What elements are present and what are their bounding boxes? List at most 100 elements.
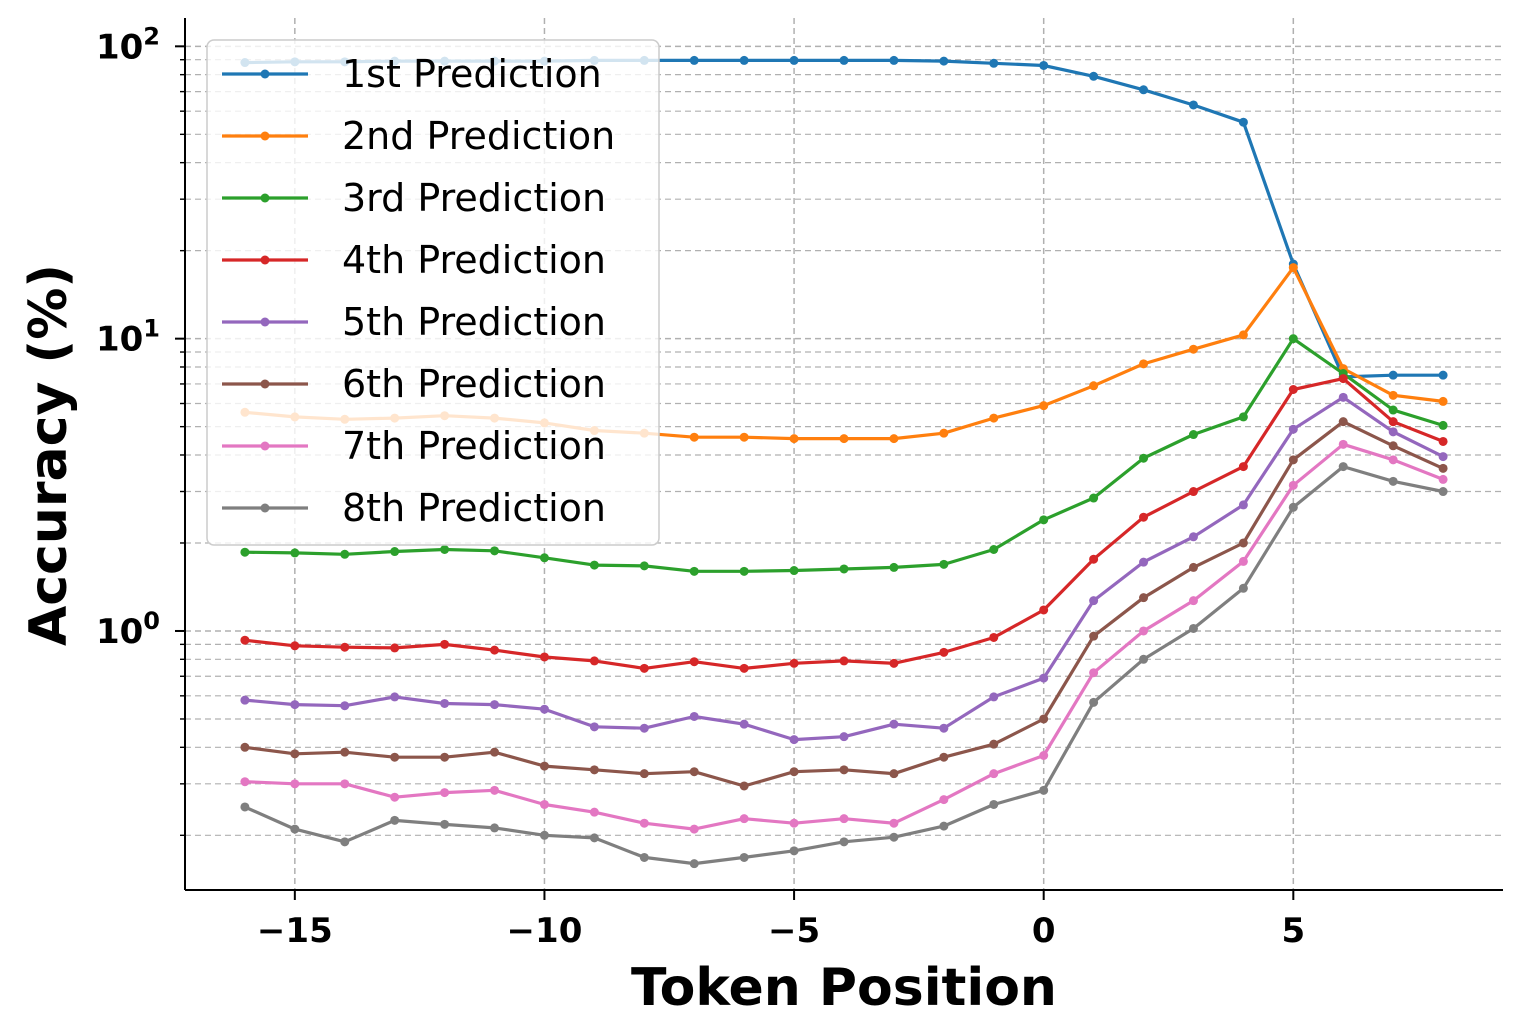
data-point (689, 657, 699, 667)
data-point (1288, 502, 1298, 512)
data-point (1039, 401, 1049, 411)
data-point (539, 761, 549, 771)
data-point (1438, 487, 1448, 497)
data-point (789, 434, 799, 444)
data-point (340, 549, 350, 559)
data-point (1388, 405, 1398, 415)
data-point (340, 747, 350, 757)
data-point (1238, 583, 1248, 593)
data-point (1438, 463, 1448, 473)
data-point (989, 632, 999, 642)
data-point (1338, 417, 1348, 427)
data-point (390, 752, 400, 762)
data-point (989, 544, 999, 554)
data-point (639, 852, 649, 862)
data-point (440, 819, 450, 829)
data-point (1139, 359, 1149, 369)
x-axis-title: Token Position (631, 958, 1057, 1018)
data-point (1388, 370, 1398, 380)
data-point (1039, 605, 1049, 615)
legend-entry: 5th Prediction (222, 300, 606, 344)
data-point (789, 767, 799, 777)
data-point (1089, 631, 1099, 641)
data-point (589, 765, 599, 775)
y-tick-label: 102 (96, 22, 160, 67)
data-point (839, 814, 849, 824)
data-point (1139, 453, 1149, 463)
data-point (639, 769, 649, 779)
data-point (939, 752, 949, 762)
legend-box (206, 39, 660, 546)
data-point (789, 566, 799, 576)
data-point (1139, 626, 1149, 636)
data-point (490, 700, 500, 710)
data-point (1139, 512, 1149, 522)
legend-marker (260, 503, 270, 513)
data-point (589, 560, 599, 570)
data-point (739, 566, 749, 576)
data-point (340, 642, 350, 652)
legend-label: 7th Prediction (342, 424, 606, 468)
x-tick-label: −10 (507, 911, 583, 951)
data-point (989, 769, 999, 779)
data-point (340, 701, 350, 711)
data-point (1288, 334, 1298, 344)
data-point (539, 553, 549, 563)
data-point (1388, 455, 1398, 465)
data-point (839, 55, 849, 65)
data-point (1238, 330, 1248, 340)
data-point (390, 692, 400, 702)
data-point (1039, 714, 1049, 724)
data-point (789, 658, 799, 668)
data-point (839, 656, 849, 666)
data-point (1288, 424, 1298, 434)
y-tick-label: 101 (96, 315, 160, 360)
data-point (1338, 374, 1348, 384)
data-point (789, 735, 799, 745)
data-point (1288, 263, 1298, 273)
data-point (839, 732, 849, 742)
data-point (539, 652, 549, 662)
legend-entry: 4th Prediction (222, 238, 606, 282)
data-point (390, 815, 400, 825)
legend-label: 4th Prediction (342, 238, 606, 282)
legend-marker (260, 317, 270, 327)
data-point (290, 641, 300, 651)
legend-marker (260, 379, 270, 389)
data-point (589, 722, 599, 732)
legend-entry: 1st Prediction (222, 52, 602, 96)
data-point (1238, 462, 1248, 472)
data-point (1039, 515, 1049, 525)
data-point (490, 823, 500, 833)
data-point (1438, 474, 1448, 484)
data-point (1388, 476, 1398, 486)
data-point (889, 434, 899, 444)
data-point (440, 698, 450, 708)
data-point (390, 643, 400, 653)
data-point (1388, 390, 1398, 400)
data-point (939, 56, 949, 66)
legend-marker (260, 255, 270, 265)
legend-label: 6th Prediction (342, 362, 606, 406)
data-point (390, 792, 400, 802)
series-3 (240, 334, 1448, 576)
data-point (989, 413, 999, 423)
data-point (1188, 430, 1198, 440)
legend-label: 5th Prediction (342, 300, 606, 344)
data-point (1139, 654, 1149, 664)
data-point (989, 799, 999, 809)
data-point (1089, 668, 1099, 678)
data-point (939, 723, 949, 733)
data-point (739, 814, 749, 824)
data-point (1388, 417, 1398, 427)
data-point (1188, 562, 1198, 572)
data-point (440, 544, 450, 554)
data-point (689, 767, 699, 777)
data-point (1188, 623, 1198, 633)
data-point (1238, 500, 1248, 510)
data-point (1288, 480, 1298, 490)
data-point (739, 852, 749, 862)
data-point (889, 658, 899, 668)
data-point (889, 719, 899, 729)
data-point (939, 795, 949, 805)
